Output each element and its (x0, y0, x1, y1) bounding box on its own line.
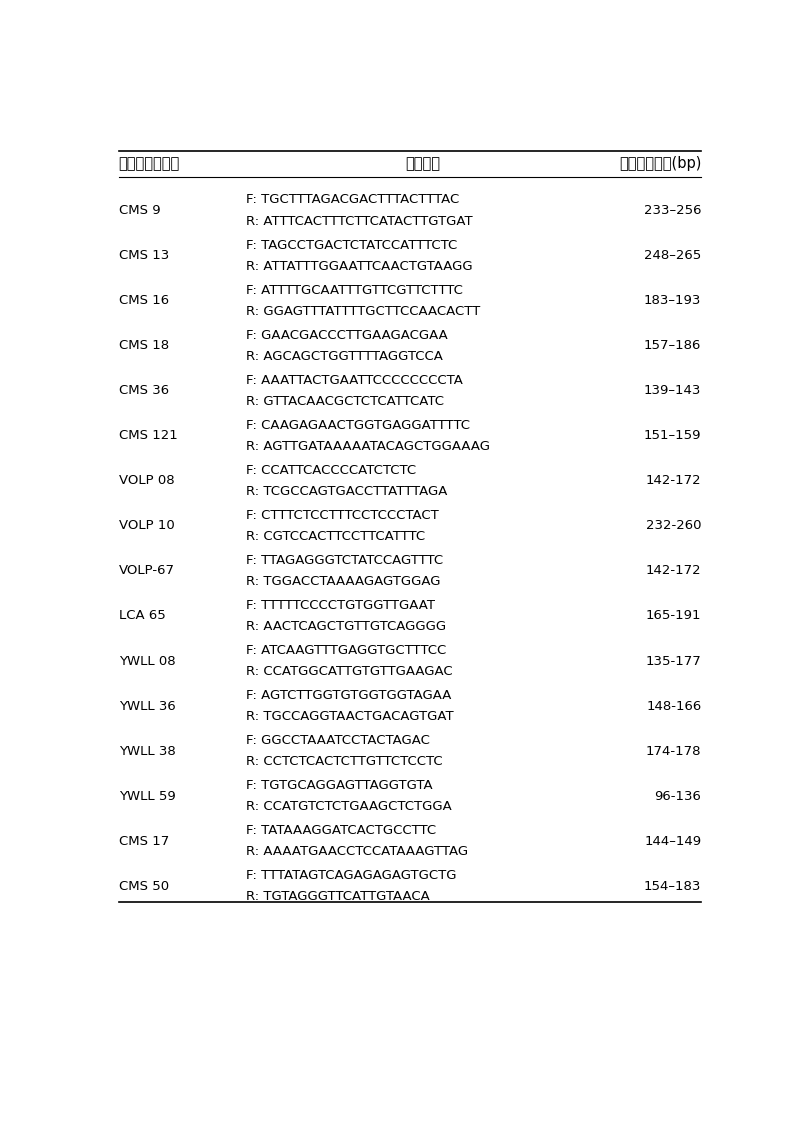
Text: VOLP 08: VOLP 08 (118, 475, 174, 487)
Text: R: AAAATGAACCTCCATAAAGTTAG: R: AAAATGAACCTCCATAAAGTTAG (246, 845, 468, 858)
Text: R: AGCAGCTGGTTTTAGGTCCA: R: AGCAGCTGGTTTTAGGTCCA (246, 350, 442, 362)
Text: 微卫星标记名称: 微卫星标记名称 (118, 156, 180, 171)
Text: R: ATTATTTGGAATTCAACTGTAAGG: R: ATTATTTGGAATTCAACTGTAAGG (246, 260, 472, 272)
Text: R: GTTACAACGCTCTCATTCATC: R: GTTACAACGCTCTCATTCATC (246, 395, 444, 408)
Text: 扩增片段长度(bp): 扩增片段长度(bp) (619, 156, 702, 171)
Text: F: GAACGACCCTTGAAGACGAA: F: GAACGACCCTTGAAGACGAA (246, 328, 447, 342)
Text: R: AACTCAGCTGTTGTCAGGGG: R: AACTCAGCTGTTGTCAGGGG (246, 620, 446, 633)
Text: F: TAGCCTGACTCTATCCATTTCTC: F: TAGCCTGACTCTATCCATTTCTC (246, 238, 457, 252)
Text: F: CAAGAGAACTGGTGAGGATTTTC: F: CAAGAGAACTGGTGAGGATTTTC (246, 418, 470, 432)
Text: F: TTAGAGGGTCTATCCAGTTTC: F: TTAGAGGGTCTATCCAGTTTC (246, 554, 443, 567)
Text: 157–186: 157–186 (644, 340, 702, 352)
Text: 154–183: 154–183 (644, 880, 702, 893)
Text: 183–193: 183–193 (644, 294, 702, 307)
Text: CMS 36: CMS 36 (118, 385, 169, 397)
Text: 233–256: 233–256 (644, 204, 702, 217)
Text: VOLP-67: VOLP-67 (118, 565, 174, 577)
Text: CMS 13: CMS 13 (118, 249, 169, 262)
Text: F: TGTGCAGGAGTTAGGTGTA: F: TGTGCAGGAGTTAGGTGTA (246, 778, 432, 792)
Text: CMS 9: CMS 9 (118, 204, 160, 217)
Text: F: TTTATAGTCAGAGAGAGTGCTG: F: TTTATAGTCAGAGAGAGTGCTG (246, 870, 456, 882)
Text: F: AGTCTTGGTGTGGTGGTAGAA: F: AGTCTTGGTGTGGTGGTAGAA (246, 688, 451, 702)
Text: 165-191: 165-191 (646, 610, 702, 622)
Text: R: CCATGTCTCTGAAGCTCTGGA: R: CCATGTCTCTGAAGCTCTGGA (246, 800, 451, 813)
Text: CMS 50: CMS 50 (118, 880, 169, 893)
Text: CMS 18: CMS 18 (118, 340, 169, 352)
Text: YWLL 59: YWLL 59 (118, 790, 175, 802)
Text: 96-136: 96-136 (654, 790, 702, 802)
Text: 142-172: 142-172 (646, 475, 702, 487)
Text: F: TATAAAGGATCACTGCCTTC: F: TATAAAGGATCACTGCCTTC (246, 825, 436, 837)
Text: YWLL 36: YWLL 36 (118, 700, 175, 712)
Text: F: ATTTTGCAATTTGTTCGTTCTTTC: F: ATTTTGCAATTTGTTCGTTCTTTC (246, 284, 462, 297)
Text: F: TTTTTCCCCTGTGGTTGAAT: F: TTTTTCCCCTGTGGTTGAAT (246, 598, 434, 612)
Text: CMS 121: CMS 121 (118, 430, 178, 442)
Text: 144–149: 144–149 (644, 835, 702, 847)
Text: F: CCATTCACCCCATCTCTC: F: CCATTCACCCCATCTCTC (246, 464, 416, 477)
Text: CMS 16: CMS 16 (118, 294, 169, 307)
Text: F: CTTTCTCCTTTCCTCCCTACT: F: CTTTCTCCTTTCCTCCCTACT (246, 508, 438, 522)
Text: 174-178: 174-178 (646, 745, 702, 757)
Text: R: CGTCCACTTCCTTCATTTC: R: CGTCCACTTCCTTCATTTC (246, 530, 425, 543)
Text: 135-177: 135-177 (646, 655, 702, 667)
Text: R: ATTTCACTTTCTTCATACTTGTGAT: R: ATTTCACTTTCTTCATACTTGTGAT (246, 215, 472, 227)
Text: R: AGTTGATAAAAATACAGCTGGAAAG: R: AGTTGATAAAAATACAGCTGGAAAG (246, 440, 490, 453)
Text: F: GGCCTAAATCCTACTAGAC: F: GGCCTAAATCCTACTAGAC (246, 734, 430, 747)
Text: R: TGGACCTAAAAGAGTGGAG: R: TGGACCTAAAAGAGTGGAG (246, 575, 440, 588)
Text: R: CCATGGCATTGTGTTGAAGAC: R: CCATGGCATTGTGTTGAAGAC (246, 665, 452, 678)
Text: R: TGCCAGGTAACTGACAGTGAT: R: TGCCAGGTAACTGACAGTGAT (246, 710, 454, 723)
Text: 引物序列: 引物序列 (405, 156, 440, 171)
Text: 139–143: 139–143 (644, 385, 702, 397)
Text: 151–159: 151–159 (644, 430, 702, 442)
Text: 248–265: 248–265 (644, 249, 702, 262)
Text: 232-260: 232-260 (646, 520, 702, 532)
Text: 142-172: 142-172 (646, 565, 702, 577)
Text: R: TCGCCAGTGACCTTATTTAGA: R: TCGCCAGTGACCTTATTTAGA (246, 485, 447, 498)
Text: R: TGTAGGGTTCATTGTAACA: R: TGTAGGGTTCATTGTAACA (246, 890, 430, 903)
Text: LCA 65: LCA 65 (118, 610, 166, 622)
Text: F: ATCAAGTTTGAGGTGCTTTCC: F: ATCAAGTTTGAGGTGCTTTCC (246, 644, 446, 657)
Text: F: AAATTACTGAATTCCCCCCCCTA: F: AAATTACTGAATTCCCCCCCCTA (246, 374, 462, 387)
Text: R: GGAGTTTATTTTGCTTCCAACACTT: R: GGAGTTTATTTTGCTTCCAACACTT (246, 305, 480, 317)
Text: CMS 17: CMS 17 (118, 835, 169, 847)
Text: YWLL 08: YWLL 08 (118, 655, 175, 667)
Text: VOLP 10: VOLP 10 (118, 520, 174, 532)
Text: YWLL 38: YWLL 38 (118, 745, 175, 757)
Text: F: TGCTTTAGACGACTTTACTTTAC: F: TGCTTTAGACGACTTTACTTTAC (246, 193, 459, 207)
Text: R: CCTCTCACTCTTGTTCTCCTC: R: CCTCTCACTCTTGTTCTCCTC (246, 755, 442, 768)
Text: 148-166: 148-166 (646, 700, 702, 712)
